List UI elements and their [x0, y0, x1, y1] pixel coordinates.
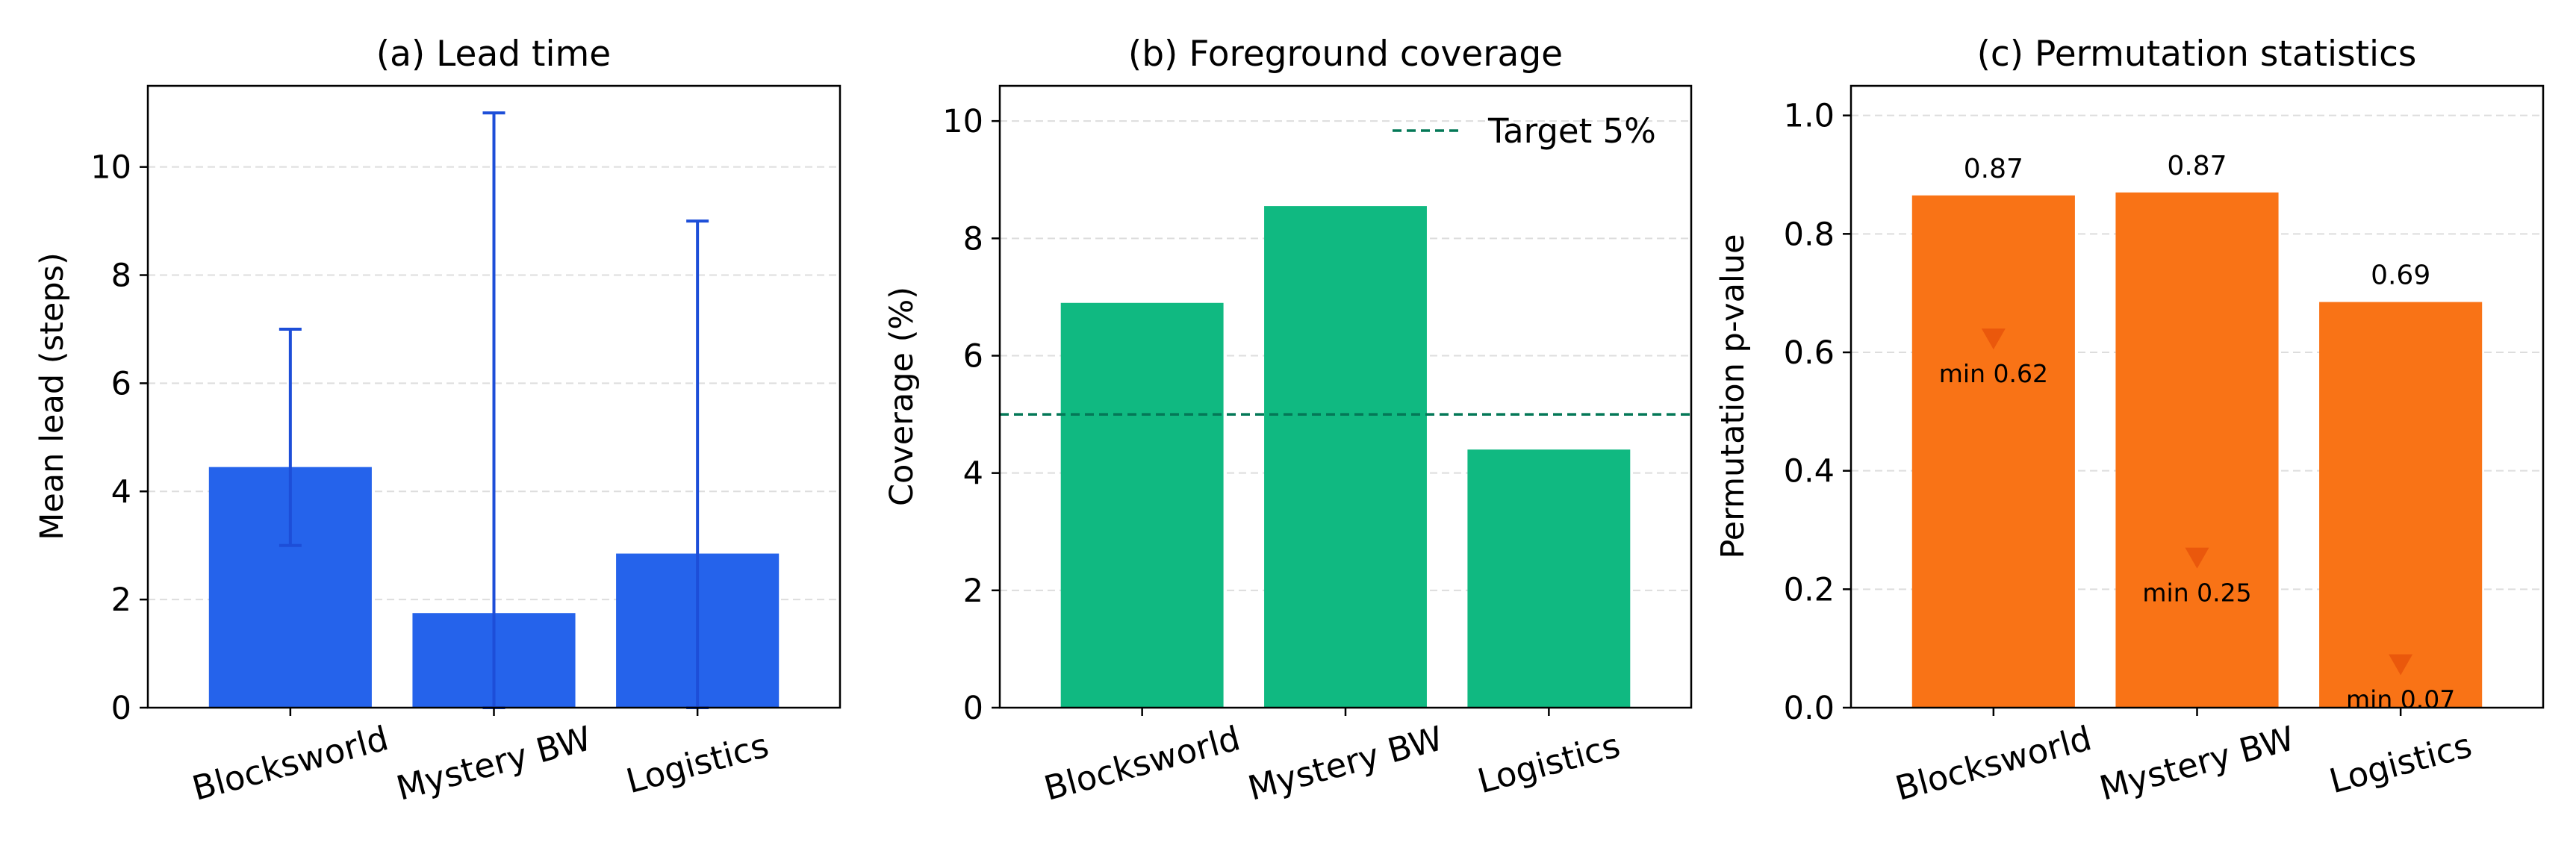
- ytick-label-permutation-statistics: 0.0: [1784, 690, 1835, 727]
- xtick-label-foreground-coverage: Logistics: [1473, 726, 1624, 802]
- xtick-label-lead-time: Blocksworld: [188, 718, 393, 808]
- ylabel-lead-time: Mean lead (steps): [34, 252, 71, 540]
- ytick-label-lead-time: 10: [90, 149, 131, 187]
- bars-lead-time: [208, 467, 780, 708]
- ylabel-foreground-coverage: Coverage (%): [883, 287, 921, 506]
- ytick-label-foreground-coverage: 0: [963, 690, 983, 727]
- ytick-label-permutation-statistics: 0.4: [1784, 453, 1835, 490]
- ytick-label-foreground-coverage: 8: [963, 220, 983, 258]
- ytick-label-foreground-coverage: 10: [942, 103, 983, 140]
- ytick-label-permutation-statistics: 1.0: [1784, 98, 1835, 135]
- yticks-lead-time: 0 2 4 6 8 10: [90, 149, 148, 727]
- bar-permutation-statistics: [1911, 195, 2075, 708]
- bar-permutation-statistics: [2115, 192, 2279, 708]
- min-marker-permutation-statistics: [1981, 328, 2006, 350]
- min-marker-permutation-statistics: [2389, 654, 2413, 676]
- panel-foreground-coverage: 0 2 4 6 8 10 Blocksworld Mystery BW Logistics T…: [883, 34, 1693, 808]
- yticks-permutation-statistics: 0.0 0.2 0.4 0.6 0.8 1.0: [1784, 98, 1851, 727]
- value-label-permutation-statistics: 0.87: [2167, 151, 2227, 181]
- xtick-label-permutation-statistics: Mystery BW: [2095, 718, 2298, 808]
- bars-foreground-coverage: [1060, 206, 1631, 708]
- ytick-label-permutation-statistics: 0.8: [1784, 216, 1835, 253]
- title-lead-time: (a) Lead time: [376, 34, 611, 75]
- xtick-label-lead-time: Mystery BW: [392, 718, 595, 808]
- ylabel-permutation-statistics: Permutation p-value: [1714, 234, 1752, 558]
- ytick-label-foreground-coverage: 6: [963, 337, 983, 375]
- ytick-label-foreground-coverage: 2: [963, 573, 983, 610]
- bar-permutation-statistics: [2319, 302, 2483, 708]
- min-label-permutation-statistics: min 0.62: [1939, 359, 2048, 388]
- xtick-label-permutation-statistics: Blocksworld: [1891, 718, 2096, 808]
- ytick-label-lead-time: 6: [111, 365, 131, 402]
- title-foreground-coverage: (b) Foreground coverage: [1128, 34, 1563, 75]
- ytick-label-permutation-statistics: 0.6: [1784, 334, 1835, 372]
- xticks-foreground-coverage: Blocksworld Mystery BW Logistics: [1040, 708, 1624, 808]
- ytick-label-foreground-coverage: 4: [963, 455, 983, 493]
- min-label-permutation-statistics: min 0.25: [2142, 579, 2251, 608]
- ytick-label-permutation-statistics: 0.2: [1784, 571, 1835, 608]
- xticks-permutation-statistics: Blocksworld Mystery BW Logistics: [1891, 708, 2476, 808]
- xtick-label-lead-time: Logistics: [622, 726, 773, 802]
- bar-foreground-coverage: [1060, 302, 1224, 708]
- bar-foreground-coverage: [1467, 449, 1631, 708]
- ytick-label-lead-time: 2: [111, 582, 131, 619]
- min-marker-permutation-statistics: [2185, 547, 2209, 569]
- legend-target-label: Target 5%: [1487, 111, 1656, 151]
- yticks-foreground-coverage: 0 2 4 6 8 10: [942, 103, 1000, 727]
- legend-foreground-coverage: Target 5%: [1393, 111, 1656, 151]
- ytick-label-lead-time: 8: [111, 258, 131, 295]
- xtick-label-foreground-coverage: Blocksworld: [1040, 718, 1245, 808]
- xtick-label-permutation-statistics: Logistics: [2325, 726, 2476, 802]
- ytick-label-lead-time: 4: [111, 473, 131, 511]
- value-label-permutation-statistics: 0.87: [1964, 154, 2023, 184]
- value-labels-permutation-statistics: 0.87 0.87 0.69: [1964, 151, 2430, 291]
- errorbars-lead-time: [279, 111, 709, 709]
- bars-permutation-statistics: [1911, 192, 2483, 708]
- title-permutation-statistics: (c) Permutation statistics: [1977, 34, 2417, 75]
- xticks-lead-time: Blocksworld Mystery BW Logistics: [188, 708, 773, 808]
- panel-lead-time: 0 2 4 6 8 10 Blocksworld Mystery BW Logistics (…: [34, 34, 841, 808]
- ytick-label-lead-time: 0: [111, 690, 131, 727]
- value-label-permutation-statistics: 0.69: [2371, 261, 2430, 291]
- bar-foreground-coverage: [1264, 206, 1427, 708]
- xtick-label-foreground-coverage: Mystery BW: [1244, 718, 1447, 808]
